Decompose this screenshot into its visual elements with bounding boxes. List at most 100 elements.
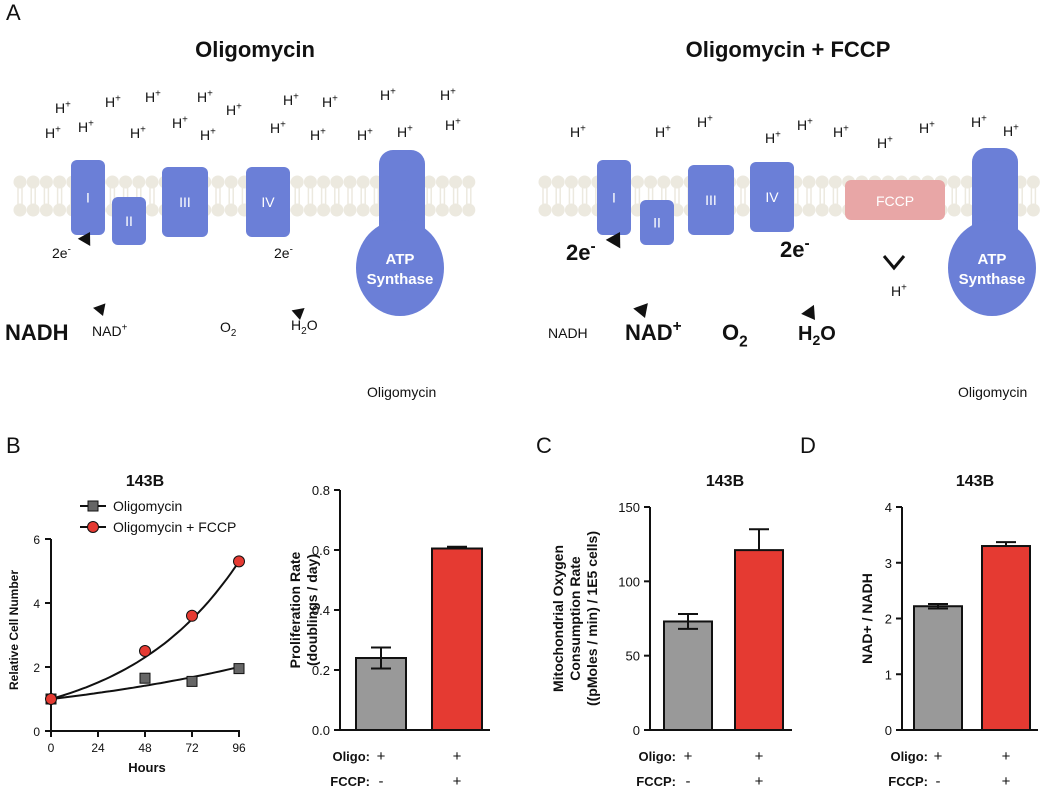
arrow-head <box>633 303 648 318</box>
proton-label: H+ <box>397 123 413 140</box>
y-tick-label: 0.2 <box>312 663 330 678</box>
lipid-head <box>303 203 317 217</box>
proton-label: H+ <box>226 101 242 118</box>
bar <box>355 657 407 731</box>
panel-label-b: B <box>6 433 21 458</box>
complex-iii-left-label: III <box>179 194 191 210</box>
lipid-head <box>960 175 974 189</box>
data-point-circle <box>233 555 245 568</box>
proton-label: H+ <box>105 93 121 110</box>
y-tick-label: 4 <box>885 500 892 515</box>
lipid-head <box>39 203 53 217</box>
complex-iv-right <box>750 162 794 232</box>
atp-synthase-label: ATP <box>978 251 1007 268</box>
atp-synthase-left: ATP Synthase <box>356 150 444 316</box>
o2-label-left: O2 <box>220 319 236 339</box>
lipid-head <box>330 175 344 189</box>
chart-b-bar-ylabel: Proliferation Rate <box>287 551 303 668</box>
arrow-head <box>605 232 621 249</box>
proton-label: H+ <box>440 86 456 103</box>
y-tick-label: 50 <box>626 649 640 664</box>
y-tick-label: 1 <box>885 667 892 682</box>
electrons-label-right-1: 2e- <box>566 238 596 265</box>
lipid-head <box>224 175 238 189</box>
lipid-head <box>422 175 436 189</box>
proton-label: H+ <box>891 282 907 299</box>
oligomycin-note-right: Oligomycin <box>958 384 1027 400</box>
chart-c-ylabel: Mitochondrial Oxygen <box>550 545 566 692</box>
lipid-head <box>290 203 304 217</box>
lipid-head <box>815 203 829 217</box>
lipid-head <box>26 203 40 217</box>
proton-label: H+ <box>45 124 61 141</box>
lipid-head <box>119 175 133 189</box>
lipid-head <box>947 203 961 217</box>
bar <box>734 549 784 732</box>
proton-label: H+ <box>971 113 987 130</box>
proton-label: H+ <box>145 88 161 105</box>
lipid-head <box>53 175 67 189</box>
y-tick-label: 0 <box>33 725 40 739</box>
lipid-head <box>356 175 370 189</box>
complex-iii-right <box>688 165 734 235</box>
proton-label: H+ <box>78 118 94 135</box>
nadh-label-right: NADH <box>548 325 588 341</box>
lipid-head <box>551 175 565 189</box>
proton-label: H+ <box>130 124 146 141</box>
y-tick-label: 100 <box>618 574 640 589</box>
o2-label-right: O2 <box>722 320 748 351</box>
lipid-head <box>211 203 225 217</box>
chevron-icon <box>882 255 906 271</box>
proton-label: H+ <box>1003 122 1019 139</box>
y-tick-label: 0.0 <box>312 723 330 738</box>
lipid-head <box>578 203 592 217</box>
chart-d-ylabel: NAD+ / NADH <box>859 573 875 664</box>
lipid-head <box>39 175 53 189</box>
lipid-head <box>343 175 357 189</box>
lipid-head <box>538 175 552 189</box>
lipid-head <box>657 175 671 189</box>
bar <box>431 547 483 731</box>
condition-oligo-value: + <box>934 748 943 765</box>
data-point-square <box>139 672 151 684</box>
condition-fccp-value: + <box>453 773 462 789</box>
legend-label: Oligomycin <box>113 498 182 514</box>
chart-b-bar-ylabel: (doublings / day) <box>304 554 320 666</box>
complex-ii-left <box>112 197 146 245</box>
condition-fccp-value: + <box>755 773 764 789</box>
chart-c-title: 143B <box>706 473 744 490</box>
arrow-head <box>291 308 305 320</box>
lipid-head <box>105 175 119 189</box>
lipid-head <box>145 175 159 189</box>
bar <box>981 545 1031 732</box>
lipid-head <box>947 175 961 189</box>
data-point-circle <box>139 645 151 657</box>
proton-label: H+ <box>322 93 338 110</box>
lipid-head <box>551 203 565 217</box>
lipid-head <box>449 203 463 217</box>
lipid-head <box>538 203 552 217</box>
y-tick-label: 0 <box>885 723 892 738</box>
atp-synthase-head <box>948 220 1036 316</box>
electrons-label-right-2: 2e- <box>780 235 810 262</box>
y-tick-label: 0.6 <box>312 543 330 558</box>
lipid-head <box>356 203 370 217</box>
lipid-head <box>330 203 344 217</box>
condition-fccp-value: + <box>1002 773 1011 789</box>
lipid-head <box>670 175 684 189</box>
atp-synthase-head <box>356 220 444 316</box>
lipid-head <box>1026 203 1040 217</box>
lipid-head <box>644 175 658 189</box>
condition-oligo-label: Oligo: <box>890 749 928 764</box>
arrow-head <box>77 232 91 246</box>
proton-label: H+ <box>283 91 299 108</box>
complex-ii-left-label: II <box>125 213 133 229</box>
lipid-head <box>290 175 304 189</box>
complex-iii-left <box>162 167 208 237</box>
condition-oligo-value: + <box>453 748 462 765</box>
lipid-head <box>224 203 238 217</box>
proton-label: H+ <box>765 129 781 146</box>
lipid-head <box>303 175 317 189</box>
proton-label: H+ <box>172 114 188 131</box>
panel-label-d: D <box>800 433 816 458</box>
